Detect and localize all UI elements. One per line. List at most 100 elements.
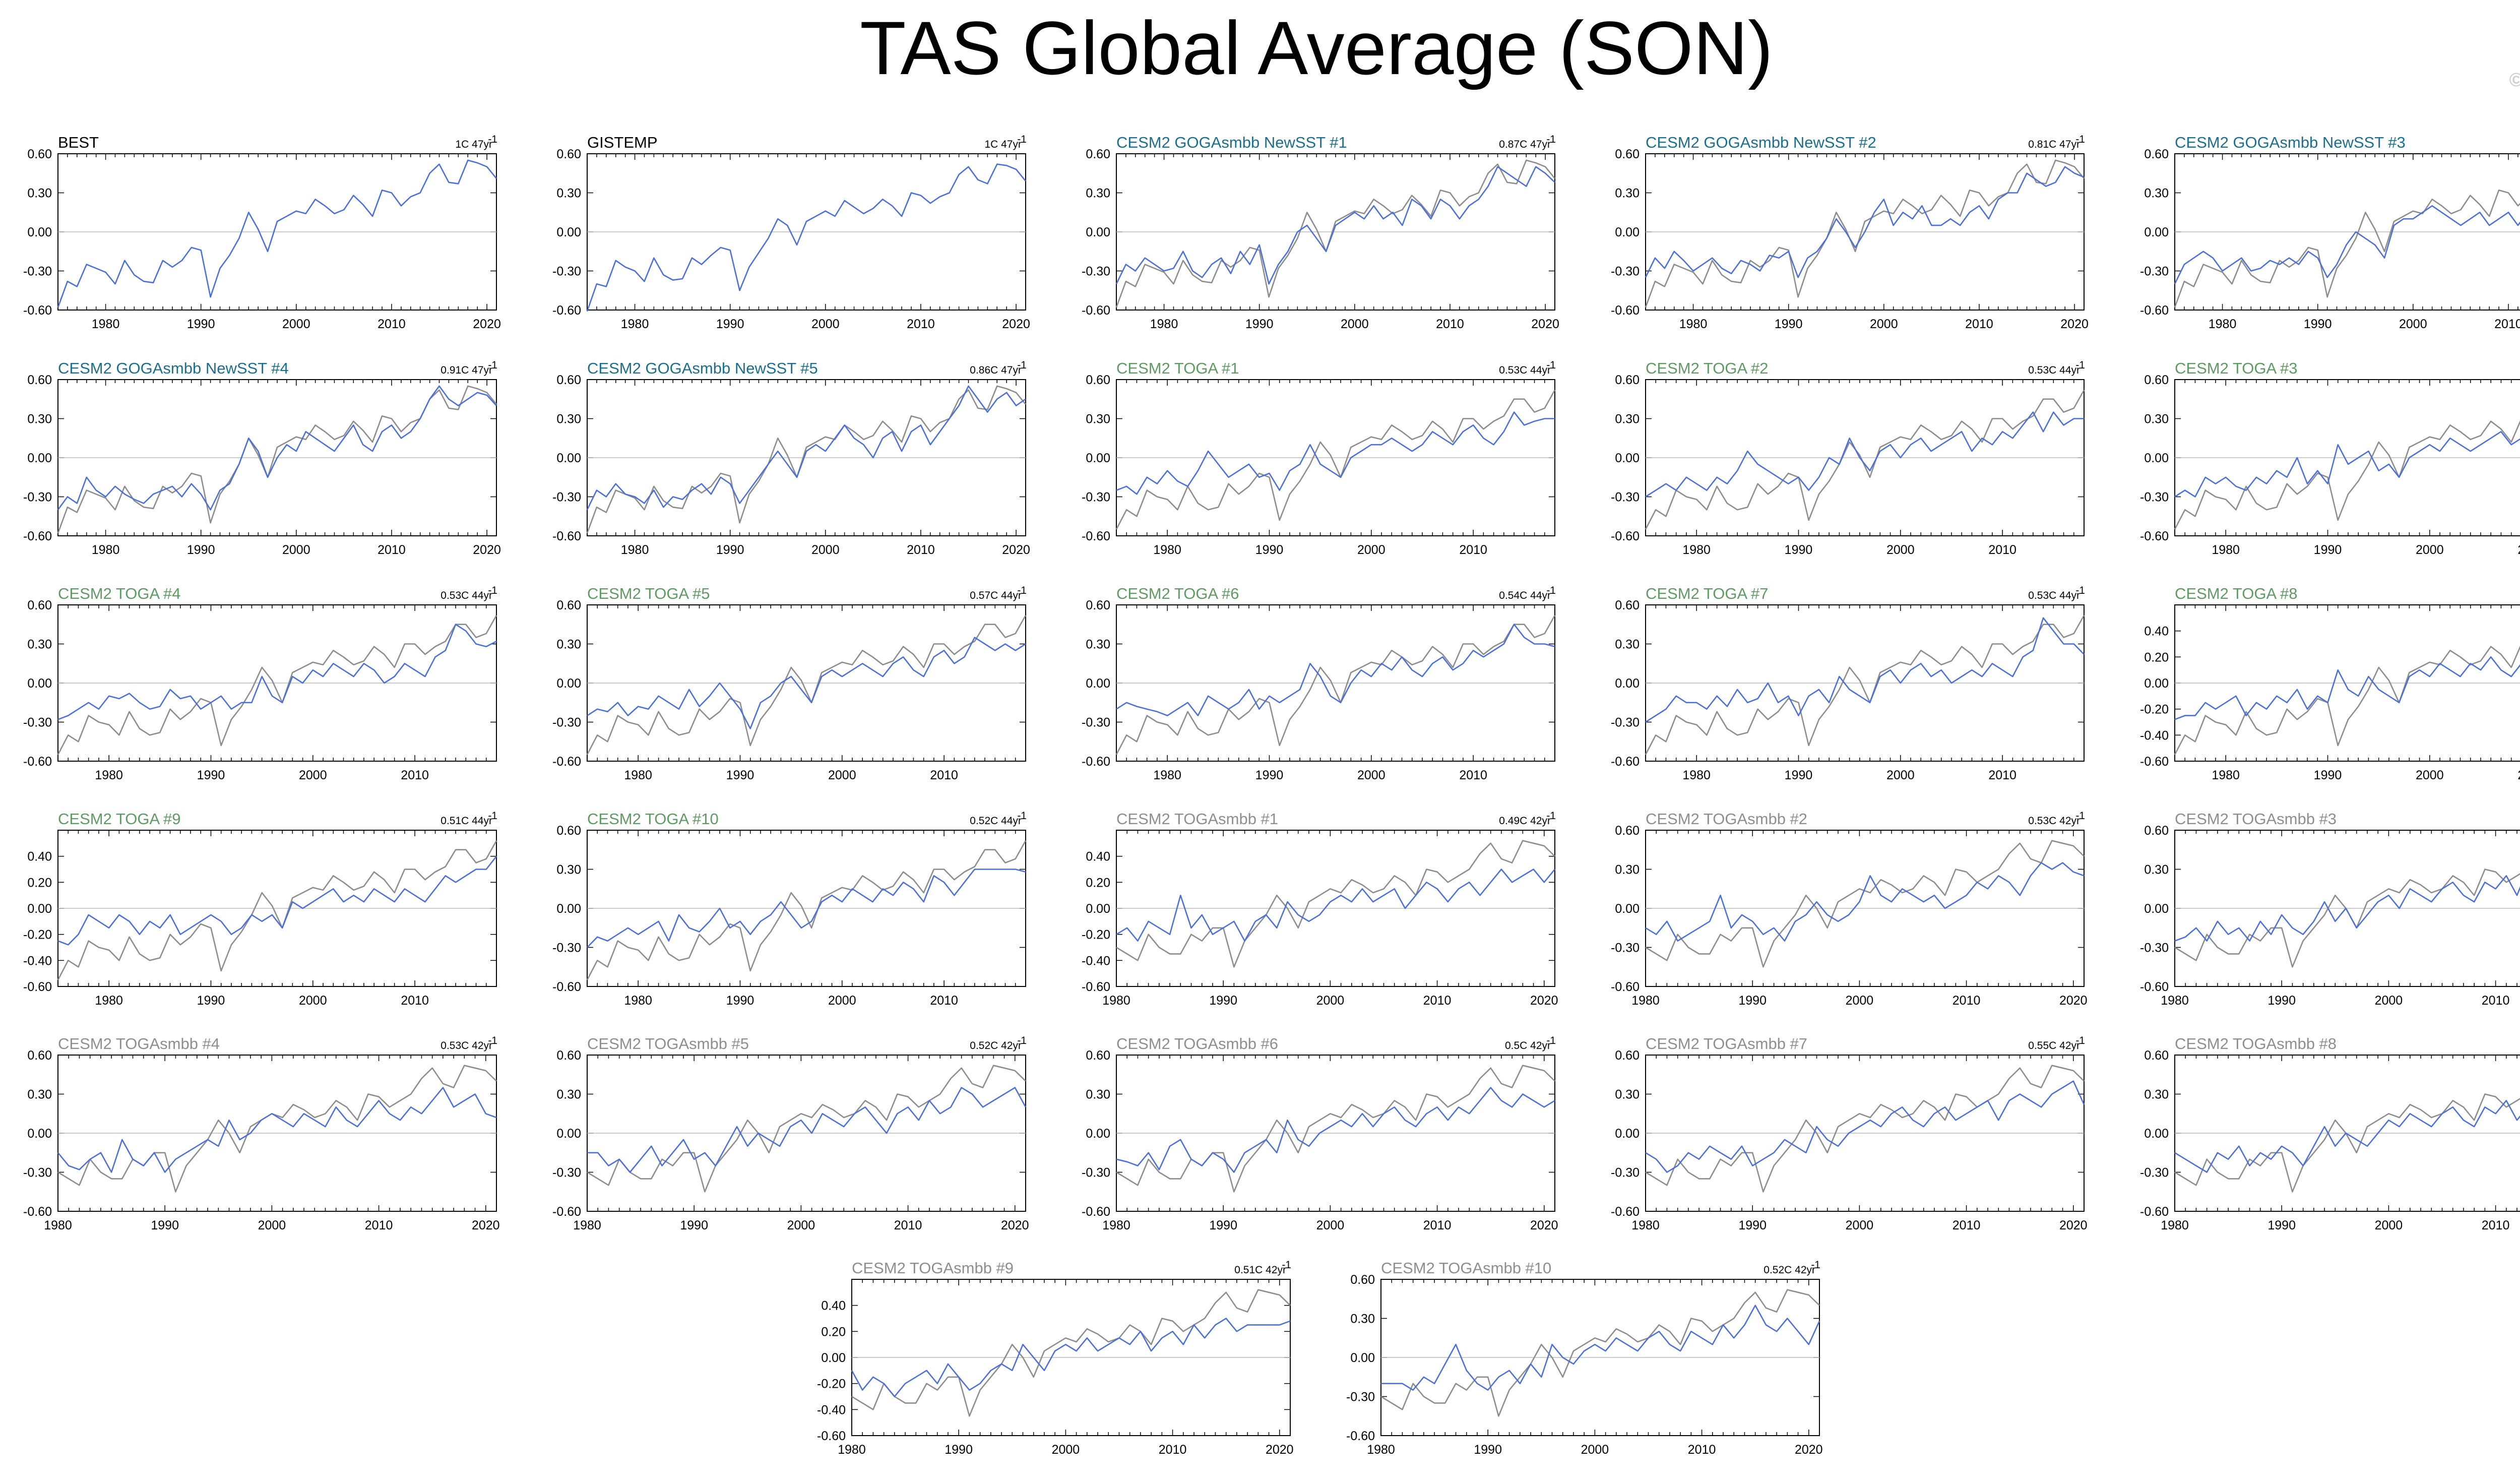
x-tick-label: 1990: [1738, 994, 1767, 1008]
y-tick-label: -0.40: [817, 1403, 846, 1417]
x-tick-label: 1980: [838, 1443, 866, 1457]
y-tick-label: -0.20: [2140, 703, 2169, 717]
observed-series-line: [1645, 840, 2085, 968]
y-tick-label: 0.30: [27, 638, 52, 652]
model-series-line: [1645, 411, 2084, 498]
model-series-line: [2174, 1100, 2520, 1173]
y-tick-label: 0.60: [556, 598, 581, 612]
y-tick-label: -0.60: [1082, 1205, 1110, 1219]
chart-panel: CESM2 TOGAsmbb #1 0.49C 42yr-1 1980 1990 200…: [1082, 810, 1558, 1008]
observed-series-line: [2174, 420, 2520, 530]
x-tick-label: 2020: [1001, 1218, 1029, 1232]
y-tick-label: 0.00: [821, 1351, 846, 1365]
y-tick-label: 0.00: [1086, 225, 1110, 239]
y-tick-label: 0.30: [27, 1088, 52, 1102]
y-tick-label: -0.30: [2140, 1166, 2169, 1180]
y-tick-label: 0.00: [27, 451, 52, 465]
x-tick-label: 2010: [377, 543, 406, 557]
x-tick-label: 2000: [299, 768, 327, 782]
x-tick-label: 2010: [401, 768, 429, 782]
trend-superscript: -1: [1017, 585, 1027, 596]
x-tick-label: 2010: [930, 768, 958, 782]
x-tick-label: 2000: [1341, 317, 1369, 331]
chart-panel: CESM2 GOGAsmbb NewSST #2 0.81C 47yr-1 1980…: [1611, 134, 2089, 331]
trend-label: 0.53C 44yr: [2028, 364, 2080, 376]
panel-title: CESM2 TOGA #9: [58, 810, 181, 828]
observed-series-line: [586, 385, 1027, 534]
y-tick-label: 0.60: [1086, 1048, 1110, 1063]
y-tick-label: -0.20: [23, 928, 52, 942]
trend-label: 0.53C 44yr: [2028, 590, 2080, 601]
y-tick-label: 0.30: [556, 412, 581, 426]
x-tick-label: 1980: [1153, 768, 1181, 782]
y-tick-label: -0.30: [2140, 265, 2169, 279]
chart-panel: CESM2 TOGA #9 0.51C 44yr-1 1980 1990 2000 201…: [23, 810, 497, 1008]
x-tick-label: 2010: [1459, 768, 1487, 782]
x-tick-label: 2020: [1795, 1443, 1823, 1457]
trend-superscript: -1: [488, 134, 497, 145]
x-tick-label: 1980: [95, 768, 123, 782]
y-tick-label: -0.60: [552, 529, 581, 543]
x-tick-label: 2000: [299, 994, 327, 1008]
trend-superscript: -1: [488, 1035, 497, 1046]
trend-superscript: -1: [1017, 810, 1027, 822]
x-tick-label: 2000: [2375, 994, 2403, 1008]
x-tick-label: 1980: [44, 1218, 72, 1232]
x-tick-label: 1990: [680, 1218, 708, 1232]
y-tick-label: 0.40: [2144, 625, 2169, 639]
x-tick-label: 2010: [365, 1218, 393, 1232]
x-tick-label: 1980: [621, 317, 649, 331]
chart-panel: CESM2 TOGAsmbb #9 0.51C 42yr-1 1980 1990 200…: [817, 1259, 1294, 1457]
y-tick-label: 0.30: [1615, 412, 1640, 426]
chart-panel: CESM2 GOGAsmbb NewSST #4 0.91C 47yr-1 1980…: [23, 359, 501, 557]
x-tick-label: 1990: [944, 1443, 973, 1457]
trend-superscript: -1: [488, 359, 497, 371]
x-tick-label: 2020: [472, 1218, 500, 1232]
y-tick-label: 0.00: [2144, 676, 2169, 691]
panel-title: CESM2 TOGA #6: [1116, 585, 1239, 602]
y-tick-label: -0.30: [552, 1166, 581, 1180]
y-tick-label: 0.60: [1615, 147, 1640, 161]
trend-superscript: -1: [1282, 1259, 1291, 1271]
y-tick-label: -0.60: [23, 529, 52, 543]
model-series-line: [1116, 869, 1556, 942]
y-tick-label: 0.40: [1086, 850, 1110, 864]
x-tick-label: 2010: [1436, 317, 1464, 331]
y-tick-label: 0.30: [2144, 863, 2169, 877]
x-tick-label: 2010: [1988, 543, 2017, 557]
model-series-line: [1645, 617, 2085, 723]
panel-title: CESM2 TOGAsmbb #10: [1381, 1259, 1551, 1277]
x-tick-label: 1990: [1738, 1218, 1767, 1232]
trend-label: 0.51C 44yr: [440, 815, 492, 827]
observed-series-line: [57, 840, 497, 980]
y-tick-label: -0.60: [552, 1205, 581, 1219]
y-tick-label: -0.30: [1082, 1166, 1110, 1180]
x-tick-label: 1990: [2267, 994, 2296, 1008]
x-tick-label: 2010: [1965, 317, 1993, 331]
trend-label: 0.53C 44yr: [440, 590, 492, 601]
y-tick-label: 0.60: [1615, 824, 1640, 838]
x-tick-label: 1990: [716, 543, 744, 557]
y-tick-label: 0.30: [1350, 1312, 1375, 1326]
observed-series-line: [1116, 1065, 1555, 1193]
panel-title: CESM2 GOGAsmbb NewSST #2: [1646, 134, 1876, 151]
y-tick-label: 0.00: [2144, 902, 2169, 916]
panel-title: CESM2 TOGA #2: [1646, 359, 1769, 377]
x-tick-label: 1990: [1209, 994, 1237, 1008]
y-tick-label: 0.00: [1615, 451, 1640, 465]
y-tick-label: 0.00: [556, 451, 581, 465]
model-series-line: [1115, 166, 1555, 285]
x-tick-label: 2010: [1423, 994, 1452, 1008]
observed-series-line: [586, 615, 1027, 755]
y-tick-label: 0.00: [27, 1127, 52, 1141]
panel-title: CESM2 GOGAsmbb NewSST #4: [58, 359, 289, 377]
trend-label: 0.86C 47yr: [970, 364, 1022, 376]
trend-superscript: -1: [1546, 359, 1556, 371]
x-tick-label: 2000: [1357, 768, 1385, 782]
x-tick-label: 1990: [1775, 317, 1803, 331]
trend-superscript: -1: [488, 585, 497, 596]
x-tick-label: 1980: [95, 994, 123, 1008]
y-tick-label: 0.20: [27, 876, 52, 890]
trend-label: 0.49C 42yr: [1499, 815, 1551, 827]
trend-label: 0.53C 42yr: [440, 1040, 492, 1052]
